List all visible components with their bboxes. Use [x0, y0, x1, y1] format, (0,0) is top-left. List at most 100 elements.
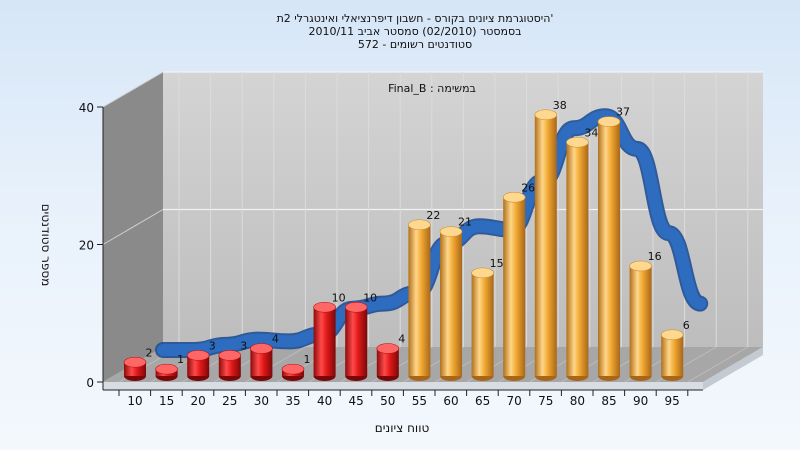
bar-55	[408, 219, 431, 381]
bar-80	[566, 136, 589, 381]
x-tick-label-75: 75	[538, 394, 553, 408]
bar-45	[344, 301, 368, 381]
data-label-90: 16	[648, 250, 662, 263]
bar-60	[439, 226, 463, 381]
data-label-45: 10	[363, 291, 377, 304]
grid-line-side-20	[102, 209, 164, 245]
x-tick-label-55: 55	[412, 394, 427, 408]
bar-body	[534, 114, 557, 376]
data-label-10: 2	[146, 346, 153, 359]
bar-75	[534, 109, 558, 381]
bar-70	[502, 191, 526, 381]
bar-95	[660, 329, 684, 381]
bar-body	[471, 272, 494, 376]
data-label-95: 6	[683, 319, 690, 332]
data-label-50: 4	[398, 333, 405, 346]
x-tick-label-30: 30	[254, 394, 269, 408]
bar-10	[123, 356, 147, 381]
x-tick-label-85: 85	[601, 394, 616, 408]
bar-15	[155, 363, 178, 381]
bar-body	[566, 142, 589, 376]
bar-top	[534, 109, 558, 121]
data-label-80: 34	[584, 126, 598, 139]
axes: 0 20 40 10 15 20 25 30 35 40 45 50 55 60 65 70 75 80 85 90 9…	[79, 101, 703, 408]
bar-body	[345, 307, 368, 376]
bar-body	[218, 355, 241, 376]
bar-body	[629, 266, 652, 376]
bar-top	[408, 219, 431, 231]
bar-25	[218, 350, 242, 381]
x-tick-label-45: 45	[349, 394, 364, 408]
x-tick-label-65: 65	[475, 394, 490, 408]
x-tick-label-95: 95	[665, 394, 680, 408]
bar-top	[281, 363, 305, 375]
y-axis-label: מספר סטודנטים	[39, 204, 53, 287]
bar-20	[186, 350, 210, 381]
x-tick-label-70: 70	[507, 394, 522, 408]
bar-50	[376, 343, 400, 381]
data-label-35: 1	[304, 353, 311, 366]
x-tick-label-10: 10	[127, 394, 142, 408]
floor-right-edge	[703, 347, 763, 390]
bar-top	[439, 226, 463, 237]
chart-annotation: Final_B : במשימה	[388, 82, 476, 95]
bar-top	[502, 191, 526, 203]
bar-40	[313, 301, 336, 381]
y-tick-label-20: 20	[79, 239, 94, 253]
x-tick-label-20: 20	[191, 394, 206, 408]
x-tick-label-60: 60	[443, 394, 458, 408]
x-tick-label-50: 50	[380, 394, 395, 408]
data-label-65: 15	[490, 257, 504, 270]
y-tick-label-0: 0	[86, 376, 94, 390]
y-tick-label-40: 40	[79, 101, 94, 115]
bar-top	[597, 116, 621, 127]
bar-top	[313, 301, 336, 313]
x-tick-label-80: 80	[570, 394, 585, 408]
title-line-3: סטודנטים רשומים - 572	[358, 38, 472, 51]
title-line-2: בסמסטר (02/2010) סמסטר אביב 2010/11	[308, 25, 521, 38]
x-tick-label-25: 25	[222, 394, 237, 408]
x-tick-label-35: 35	[285, 394, 300, 408]
bar-65	[471, 267, 494, 381]
bar-body	[376, 348, 399, 376]
floor-front-edge	[103, 382, 703, 390]
bar-top	[566, 136, 589, 148]
bar-top	[629, 260, 652, 272]
x-axis-label: טווח ציונים	[375, 421, 430, 435]
bar-top	[660, 329, 684, 341]
chart-title: היסטוגרמת ציונים בקורס - חשבון דיפרנציאל…	[277, 12, 554, 51]
bar-body	[440, 231, 462, 376]
title-line-1: היסטוגרמת ציונים בקורס - חשבון דיפרנציאל…	[277, 12, 554, 25]
data-label-60: 21	[458, 216, 472, 229]
bar-30	[250, 343, 273, 381]
bar-top	[344, 301, 368, 313]
bar-top	[155, 363, 178, 375]
bar-top	[218, 350, 242, 361]
data-label-40: 10	[332, 291, 346, 304]
x-tick-label-90: 90	[633, 394, 648, 408]
bar-top	[123, 356, 147, 368]
bar-body	[503, 197, 526, 376]
grid-line-floor	[687, 346, 749, 383]
data-label-25: 3	[240, 339, 247, 352]
data-label-85: 37	[616, 106, 630, 119]
bar-top	[186, 350, 210, 361]
bar-90	[629, 260, 652, 381]
x-tick-label-15: 15	[159, 394, 174, 408]
bar-body	[313, 307, 336, 376]
bar-85	[597, 116, 621, 381]
bar-body	[598, 121, 620, 376]
bar-body	[661, 334, 684, 376]
x-tick-label-40: 40	[317, 394, 332, 408]
bar-top	[376, 343, 400, 354]
data-label-75: 38	[553, 99, 567, 112]
bar-body	[408, 224, 431, 376]
bar-top	[250, 343, 273, 354]
data-label-20: 3	[209, 339, 216, 352]
data-label-15: 1	[177, 353, 184, 366]
data-label-70: 26	[521, 181, 535, 194]
bars	[123, 109, 684, 381]
data-label-30: 4	[272, 333, 279, 346]
